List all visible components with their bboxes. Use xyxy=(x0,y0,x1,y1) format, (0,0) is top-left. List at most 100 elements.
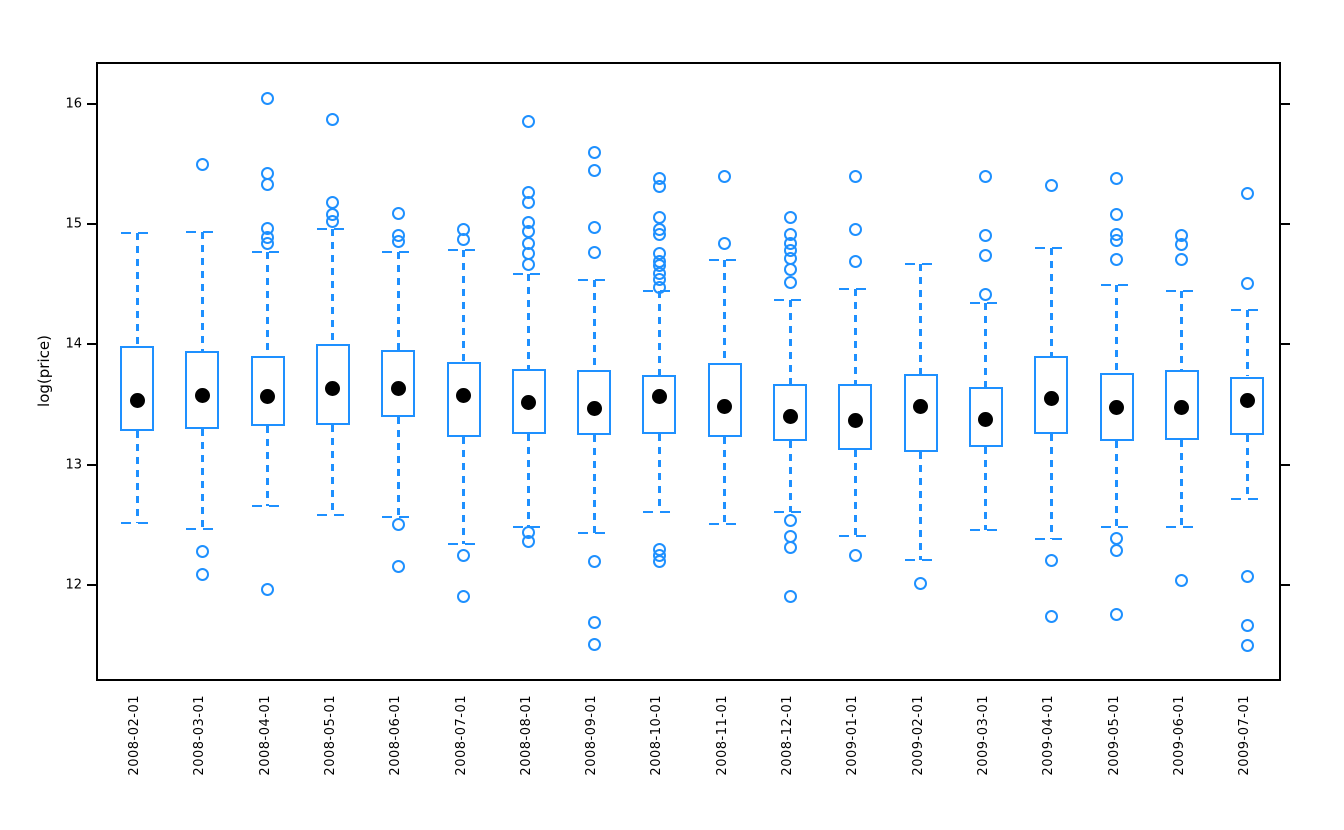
upper-whisker-cap xyxy=(708,258,741,261)
lower-whisker-cap xyxy=(316,513,349,516)
lower-whisker-cap xyxy=(447,542,480,545)
upper-whisker-cap xyxy=(382,250,415,253)
median-dot xyxy=(978,412,994,428)
outlier-point xyxy=(587,246,601,260)
lower-whisker-cap xyxy=(643,511,676,514)
x-tick-label: 2008-11-01 xyxy=(714,695,730,776)
outlier-point xyxy=(1110,544,1123,558)
outlier-point xyxy=(1240,187,1254,201)
upper-whisker-cap xyxy=(578,279,611,282)
median-dot xyxy=(260,389,276,405)
x-tick-label: 2008-09-01 xyxy=(584,695,600,776)
upper-whisker-cap xyxy=(1035,246,1068,249)
outlier-point xyxy=(1044,178,1058,192)
upper-whisker-cap xyxy=(969,302,1002,305)
upper-whisker-cap xyxy=(251,250,284,253)
x-tick-label: 2009-03-01 xyxy=(975,695,991,776)
upper-whisker xyxy=(135,233,139,347)
outlier-point xyxy=(1175,574,1189,588)
lower-whisker-cap xyxy=(121,522,153,525)
x-tick-label: 2009-04-01 xyxy=(1041,695,1057,776)
x-tick-label: 2009-06-01 xyxy=(1171,695,1187,776)
y-tick-label: 15 xyxy=(65,216,82,232)
outlier-point xyxy=(587,164,601,178)
x-tick-label: 2009-01-01 xyxy=(845,695,861,776)
x-tick-label: 2009-02-01 xyxy=(910,695,926,776)
median-dot xyxy=(325,381,341,397)
upper-whisker xyxy=(1245,310,1249,377)
outlier-point xyxy=(261,236,275,250)
outlier-point xyxy=(195,568,209,582)
median-dot xyxy=(521,395,537,411)
median-dot xyxy=(847,413,863,429)
outlier-point xyxy=(979,229,993,243)
y-tick-label: 13 xyxy=(65,457,82,473)
y-tick-mark-left xyxy=(87,103,96,106)
upper-whisker-cap xyxy=(1231,309,1264,312)
y-tick-mark-left xyxy=(87,343,96,346)
x-tick-label: 2008-04-01 xyxy=(257,695,273,776)
lower-whisker xyxy=(1115,441,1118,527)
x-tick-label: 2008-07-01 xyxy=(453,695,469,776)
x-tick-label: 2008-08-01 xyxy=(518,695,534,776)
lower-whisker-cap xyxy=(382,516,415,519)
outlier-point xyxy=(587,616,601,630)
median-dot xyxy=(456,388,471,404)
outlier-point xyxy=(783,211,797,225)
outlier-point xyxy=(261,177,275,191)
outlier-point xyxy=(1240,618,1254,632)
lower-whisker-cap xyxy=(1231,498,1264,501)
upper-whisker xyxy=(1115,285,1118,373)
outlier-point xyxy=(391,559,405,573)
upper-whisker xyxy=(788,299,792,384)
median-dot xyxy=(1239,393,1255,409)
outlier-point xyxy=(848,170,862,184)
iqr-box xyxy=(642,375,677,435)
lower-whisker xyxy=(919,452,923,561)
outlier-point xyxy=(979,288,993,302)
outlier-point xyxy=(914,576,928,590)
median-dot xyxy=(913,399,929,415)
median-dot xyxy=(782,408,798,424)
x-tick-label: 2008-02-01 xyxy=(127,695,142,776)
median-dot xyxy=(1109,400,1124,416)
outlier-point xyxy=(522,224,536,238)
y-tick-mark-right xyxy=(1281,463,1290,466)
outlier-point xyxy=(587,555,601,569)
y-tick-label: 14 xyxy=(65,336,82,352)
upper-whisker-cap xyxy=(1100,284,1133,287)
y-axis-title: log(price) xyxy=(34,335,53,407)
outlier-point xyxy=(391,235,405,249)
lower-whisker xyxy=(1245,435,1249,500)
lower-whisker xyxy=(200,429,204,530)
outlier-point xyxy=(848,549,862,563)
outlier-point xyxy=(783,514,797,528)
plot-area xyxy=(96,62,1281,681)
upper-whisker xyxy=(266,251,270,357)
outlier-point xyxy=(261,582,275,596)
outlier-point xyxy=(1110,532,1123,546)
outlier-point xyxy=(326,195,340,209)
lower-whisker-cap xyxy=(904,559,937,562)
upper-whisker-cap xyxy=(904,262,937,265)
outlier-point xyxy=(652,281,666,295)
outlier-point xyxy=(1240,277,1254,291)
x-tick-label: 2009-05-01 xyxy=(1106,695,1122,776)
outlier-point xyxy=(718,236,732,250)
median-dot xyxy=(586,401,602,417)
outlier-point xyxy=(587,146,601,160)
outlier-point xyxy=(391,206,405,220)
outlier-point xyxy=(1110,253,1123,267)
upper-whisker xyxy=(657,291,661,376)
upper-whisker xyxy=(984,303,988,388)
lower-whisker xyxy=(788,441,792,513)
y-tick-mark-left xyxy=(87,223,96,226)
x-tick-label: 2008-10-01 xyxy=(649,695,665,776)
lower-whisker xyxy=(657,434,661,513)
median-dot xyxy=(129,393,145,409)
upper-whisker xyxy=(462,250,465,363)
upper-whisker xyxy=(331,228,335,345)
x-tick-label: 2008-06-01 xyxy=(388,695,404,776)
outlier-point xyxy=(1110,234,1123,248)
upper-whisker-cap xyxy=(447,249,480,252)
